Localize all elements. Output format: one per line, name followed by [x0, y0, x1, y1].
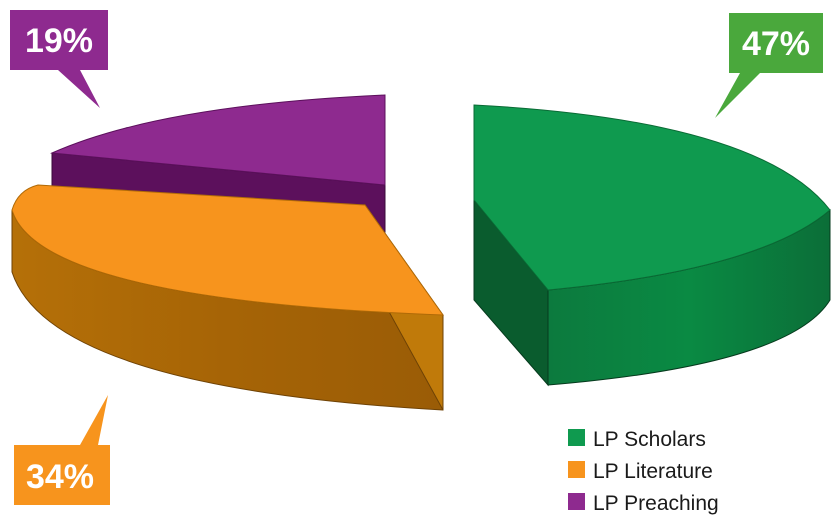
callout-34-label: 34% [26, 458, 94, 496]
legend-label-lp-scholars: LP Scholars [593, 428, 706, 451]
callout-34: 34% [14, 395, 110, 505]
legend-item-lp-scholars: LP Scholars [568, 428, 706, 451]
legend-item-lp-literature: LP Literature [568, 460, 713, 483]
callout-19: 19% [10, 10, 108, 108]
callout-19-box [10, 10, 108, 108]
slice-preaching-top [50, 94, 386, 186]
legend-swatch-green [568, 429, 585, 446]
callout-47: 47% [715, 13, 823, 118]
legend: LP Scholars LP Literature LP Preaching [568, 428, 719, 515]
slice-lp-literature [11, 184, 444, 411]
callout-19-label: 19% [25, 22, 93, 60]
slice-literature-top [11, 184, 444, 316]
callout-47-box [715, 13, 823, 118]
legend-label-lp-preaching: LP Preaching [593, 492, 719, 515]
legend-item-lp-preaching: LP Preaching [568, 492, 719, 515]
callout-34-box [14, 395, 110, 505]
legend-swatch-orange [568, 461, 585, 478]
legend-swatch-purple [568, 493, 585, 510]
slice-lp-scholars [473, 104, 831, 387]
callout-47-label: 47% [742, 25, 810, 63]
legend-label-lp-literature: LP Literature [593, 460, 713, 483]
slice-scholars-top [473, 104, 831, 291]
